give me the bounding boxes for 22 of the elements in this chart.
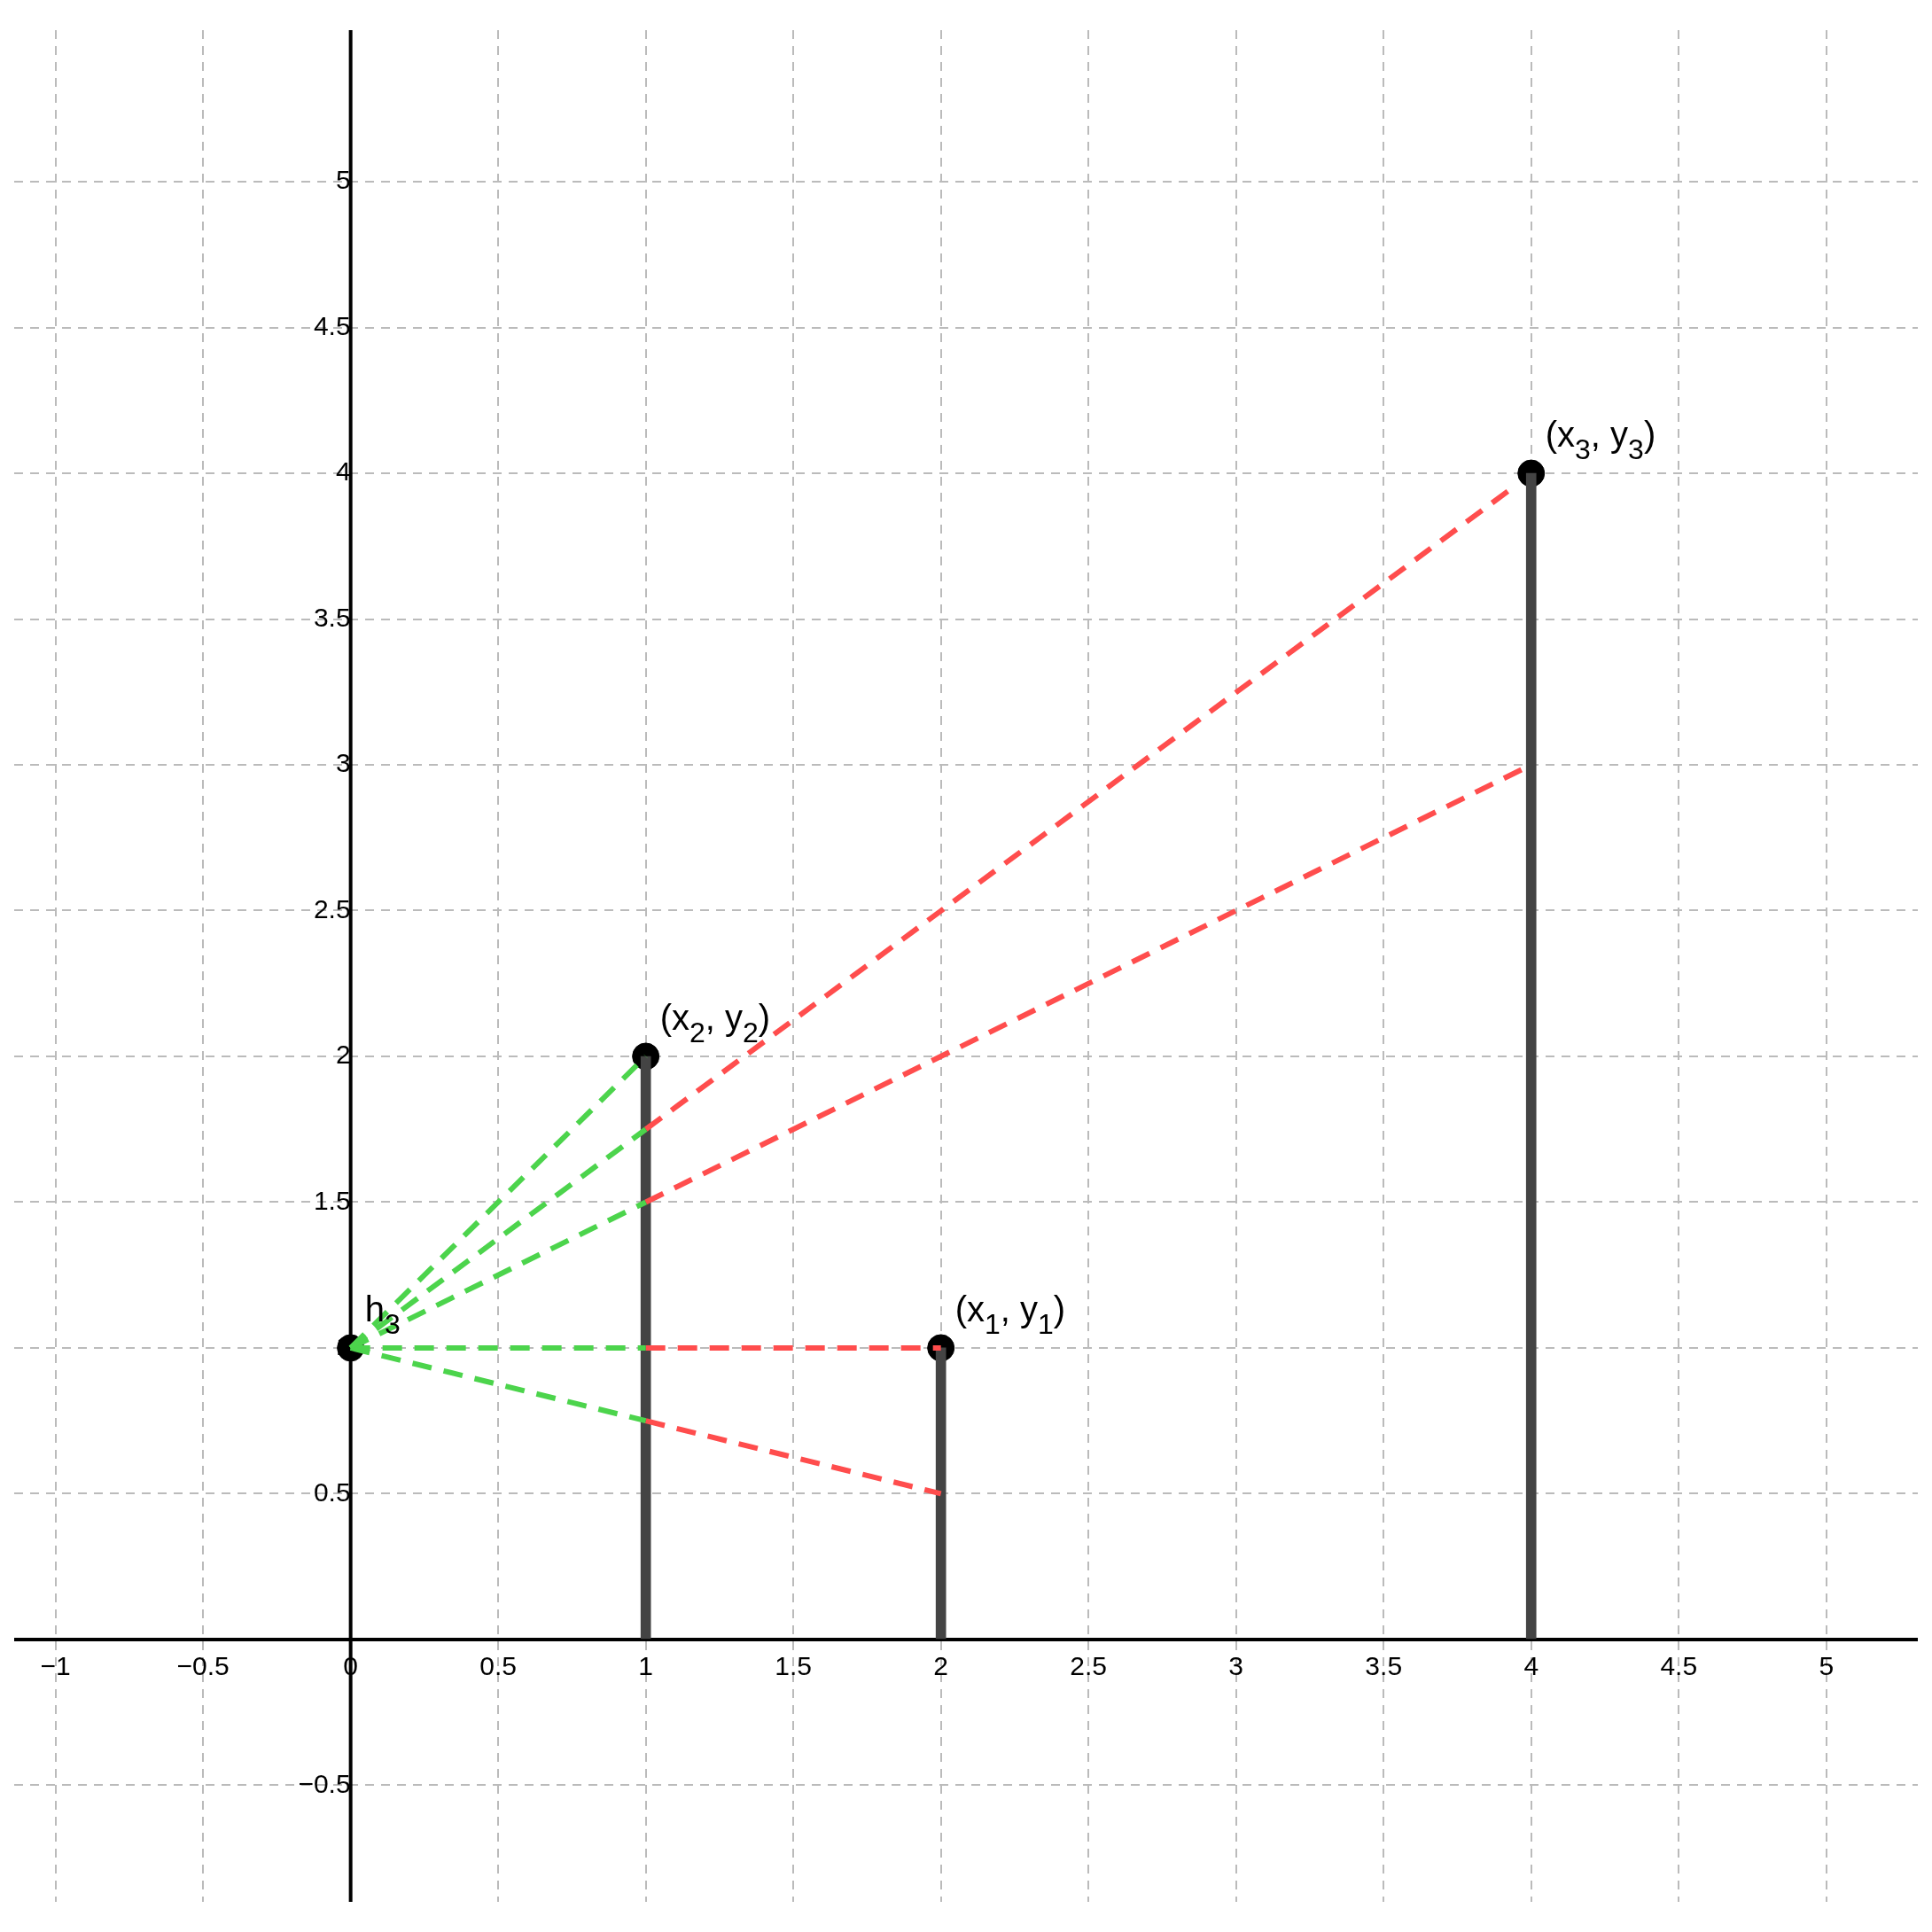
y-tick-label: 4.5 (313, 310, 351, 340)
x-tick-label: 3 (1228, 1651, 1244, 1681)
y-tick-label: 4 (335, 456, 351, 487)
x-tick-label: 1.5 (775, 1651, 813, 1681)
y-tick-label: 5 (335, 165, 351, 195)
x-tick-label: −1 (40, 1651, 71, 1681)
x-tick-label: 0.5 (479, 1651, 518, 1681)
y-tick-label: 0.5 (313, 1476, 351, 1507)
x-tick-label: −0.5 (176, 1651, 230, 1681)
x-tick-label: 3.5 (1365, 1651, 1403, 1681)
y-tick-label: 2 (335, 1040, 351, 1070)
y-tick-label: 1.5 (313, 1185, 351, 1215)
x-tick-label: 4 (1523, 1651, 1539, 1681)
y-tick-label: 3 (335, 748, 351, 778)
x-tick-label: 2.5 (1070, 1651, 1108, 1681)
y-tick-label: 3.5 (313, 602, 351, 632)
x-tick-label: 4.5 (1660, 1651, 1698, 1681)
y-tick-label: 2.5 (313, 893, 351, 923)
x-tick-label: 2 (933, 1651, 949, 1681)
x-tick-label: 5 (1819, 1651, 1835, 1681)
y-tick-label: −0.5 (298, 1768, 351, 1798)
x-tick-label: 1 (638, 1651, 654, 1681)
